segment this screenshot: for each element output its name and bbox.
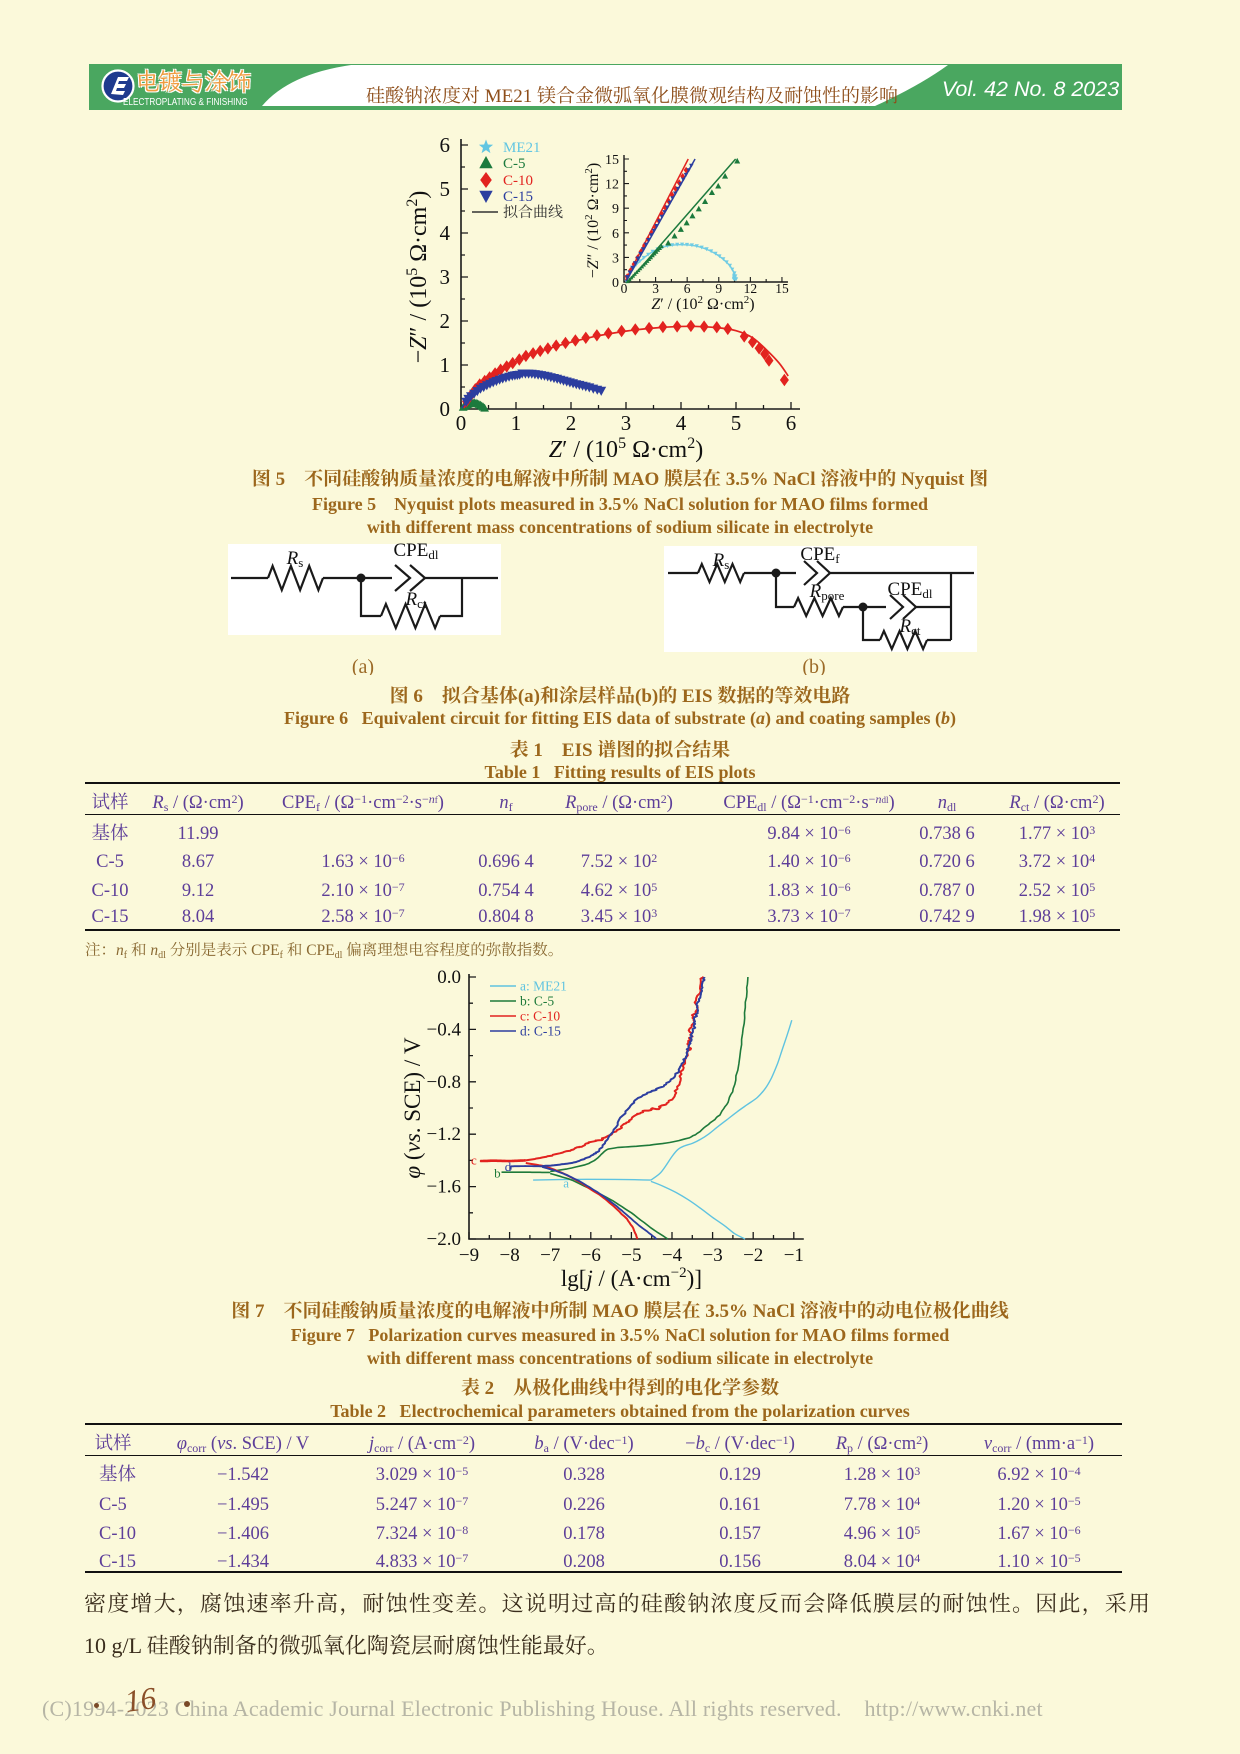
svg-text:2: 2 (440, 305, 451, 335)
svg-text:−7: −7 (540, 1240, 560, 1267)
svg-text:C-10: C-10 (503, 169, 533, 190)
svg-text:6: 6 (786, 407, 797, 437)
svg-text:C-15: C-15 (503, 185, 533, 206)
svg-text:Rs: Rs (712, 545, 730, 573)
svg-text:b: C-5: b: C-5 (520, 990, 554, 1010)
svg-text:2: 2 (566, 407, 577, 437)
svg-text:Rs: Rs (286, 543, 304, 571)
svg-text:CPEdl: CPEdl (394, 540, 439, 563)
svg-text:0: 0 (621, 277, 628, 297)
svg-text:3: 3 (440, 261, 451, 291)
svg-text:拟合曲线: 拟合曲线 (503, 201, 563, 222)
svg-text:3: 3 (612, 247, 619, 267)
svg-text:−Z″ / (105 Ω·cm2): −Z″ / (105 Ω·cm2) (398, 191, 433, 364)
svg-text:d: d (505, 1156, 512, 1175)
svg-text:−0.8: −0.8 (427, 1067, 461, 1094)
svg-text:(a): (a) (352, 650, 374, 675)
svg-text:1: 1 (511, 407, 522, 437)
svg-text:9: 9 (612, 198, 619, 218)
svg-text:−3: −3 (702, 1240, 722, 1267)
svg-text:Rct: Rct (899, 611, 921, 639)
svg-text:−2.0: −2.0 (427, 1224, 461, 1251)
svg-text:6: 6 (612, 223, 619, 243)
svg-text:C-5: C-5 (503, 152, 526, 173)
svg-text:c: c (471, 1149, 477, 1168)
svg-text:−5: −5 (621, 1240, 641, 1267)
svg-text:3: 3 (652, 277, 659, 297)
svg-text:−1.2: −1.2 (427, 1119, 461, 1146)
svg-text:0: 0 (440, 393, 451, 423)
svg-text:5: 5 (440, 173, 451, 203)
svg-text:−9: −9 (459, 1240, 479, 1267)
svg-text:3: 3 (621, 407, 632, 437)
svg-text:6: 6 (440, 133, 451, 159)
svg-text:a: ME21: a: ME21 (520, 975, 567, 995)
svg-text:b: b (494, 1163, 501, 1182)
svg-text:CPEf: CPEf (800, 540, 840, 567)
svg-text:−1.6: −1.6 (427, 1172, 461, 1199)
svg-text:12: 12 (605, 174, 619, 194)
svg-text:−Z″ / (102 Ω·cm2): −Z″ / (102 Ω·cm2) (580, 163, 603, 278)
svg-text:0: 0 (612, 272, 619, 292)
svg-text:−6: −6 (581, 1240, 601, 1267)
svg-text:−8: −8 (499, 1240, 519, 1267)
svg-text:−4: −4 (662, 1240, 683, 1267)
svg-text:Z′ / (102 Ω·cm2): Z′ / (102 Ω·cm2) (651, 291, 754, 314)
svg-text:−1: −1 (784, 1240, 804, 1267)
svg-text:4: 4 (440, 217, 451, 247)
svg-text:12: 12 (744, 277, 758, 297)
svg-text:15: 15 (605, 149, 619, 169)
svg-text:9: 9 (715, 277, 722, 297)
svg-text:Rpore: Rpore (809, 576, 845, 604)
svg-text:lg[j / (A·cm−2)]: lg[j / (A·cm−2)] (561, 1260, 702, 1293)
svg-text:−0.4: −0.4 (427, 1014, 462, 1041)
svg-text:4: 4 (676, 407, 687, 437)
svg-text:−2: −2 (743, 1240, 763, 1267)
svg-text:φ (vs. SCE) / V: φ (vs. SCE) / V (400, 1037, 427, 1179)
svg-text:a: a (563, 1172, 569, 1191)
svg-text:0.0: 0.0 (437, 965, 461, 989)
svg-text:5: 5 (731, 407, 742, 437)
svg-text:(b): (b) (802, 650, 825, 675)
svg-text:Rct: Rct (405, 584, 427, 612)
svg-text:0: 0 (456, 407, 467, 437)
svg-text:d: C-15: d: C-15 (520, 1020, 561, 1040)
svg-text:1: 1 (440, 349, 451, 379)
svg-text:6: 6 (684, 277, 691, 297)
svg-text:15: 15 (775, 277, 789, 297)
svg-text:ME21: ME21 (503, 136, 541, 157)
svg-text:Z′ / (105 Ω·cm2): Z′ / (105 Ω·cm2) (549, 429, 703, 464)
svg-text:c: C-10: c: C-10 (520, 1005, 560, 1025)
